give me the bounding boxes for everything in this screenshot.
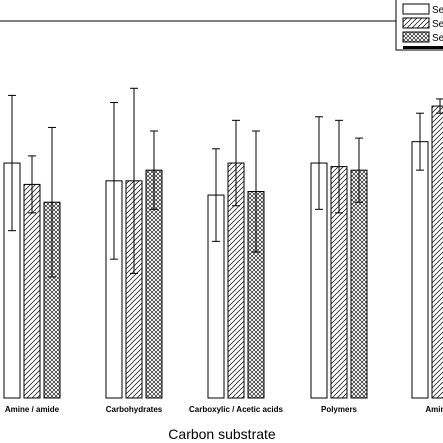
legend-label-2: Se bbox=[432, 33, 443, 44]
x-tick-label-1: Carbohydrates bbox=[106, 405, 163, 414]
bar-0-1 bbox=[23, 183, 41, 399]
legend-label-0: Se bbox=[432, 5, 443, 16]
bar-4-0 bbox=[411, 141, 429, 399]
legend-bottom-bar bbox=[403, 46, 443, 49]
bar-4-1 bbox=[431, 105, 443, 399]
x-tick-labels: Amine / amide Carbohydrates Carboxylic / A… bbox=[5, 405, 443, 414]
x-tick-label-3: Polymers bbox=[321, 405, 358, 414]
legend-swatch-0 bbox=[402, 3, 430, 15]
legend: Se Se Se bbox=[395, 0, 443, 51]
bar-3-2 bbox=[350, 169, 368, 399]
legend-swatch-2 bbox=[402, 31, 430, 43]
legend-swatch-1 bbox=[402, 17, 430, 29]
x-tick-label-4: Aminoa bbox=[425, 405, 443, 414]
x-axis-title: Carbon substrate bbox=[168, 426, 276, 442]
x-tick-label-2: Carboxylic / Acetic acids bbox=[189, 405, 284, 414]
bars-layer bbox=[3, 87, 443, 399]
x-tick-label-0: Amine / amide bbox=[5, 405, 60, 414]
legend-label-1: Se bbox=[432, 19, 443, 30]
